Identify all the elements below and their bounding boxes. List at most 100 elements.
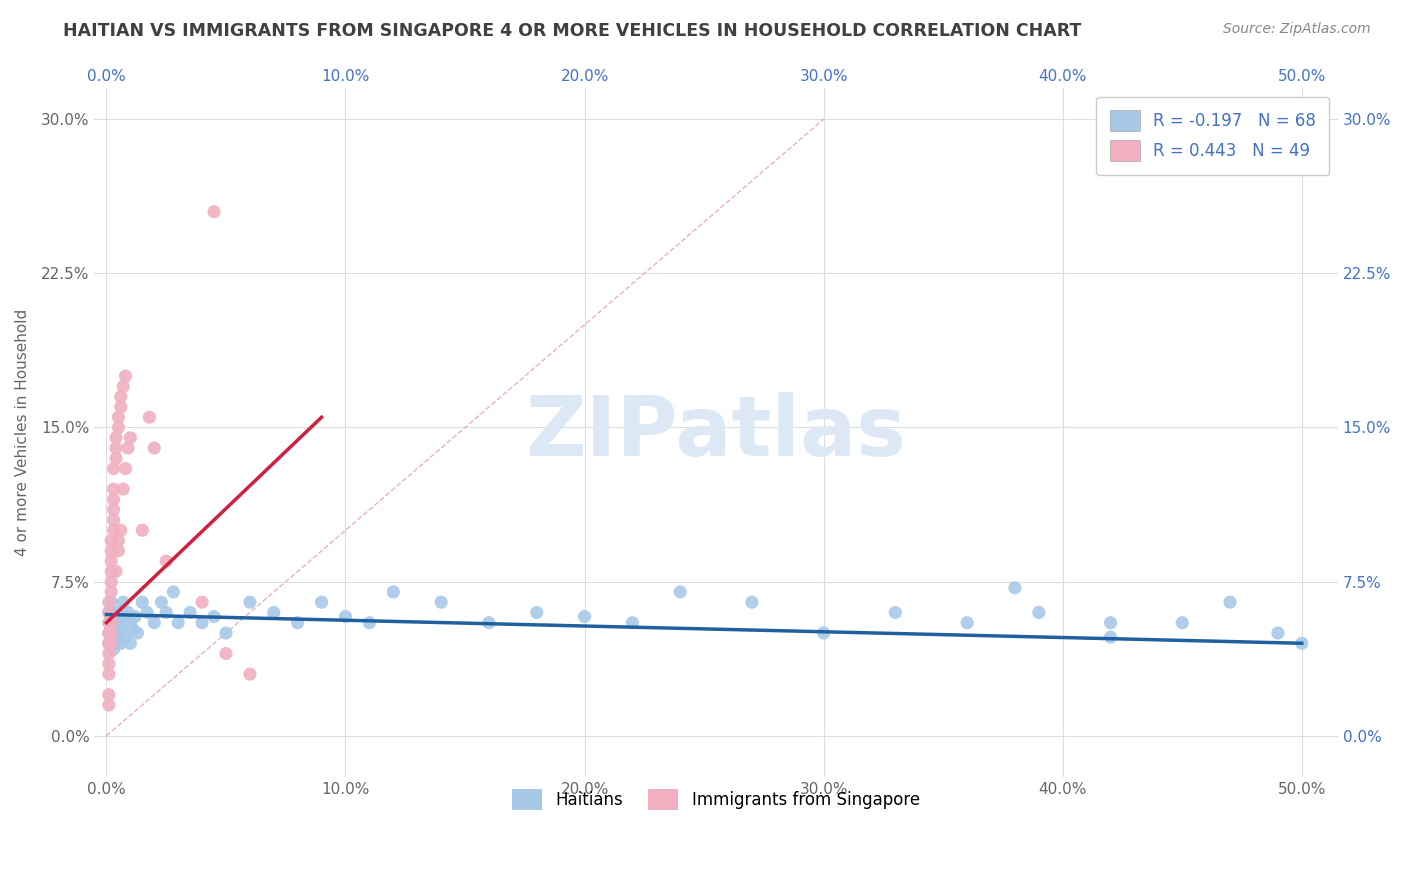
Point [97, 615, 120, 630]
Point [110, 636, 132, 650]
Point [131, 595, 153, 609]
Point [150, 595, 173, 609]
Point [100, 595, 122, 609]
Point [103, 482, 125, 496]
Point [167, 615, 190, 630]
Point [124, 609, 146, 624]
Point [103, 492, 125, 507]
Point [956, 615, 979, 630]
Point [121, 622, 143, 636]
Point [311, 595, 333, 609]
Point [100, 574, 122, 589]
Point [136, 606, 159, 620]
Point [97, 647, 120, 661]
Point [110, 523, 132, 537]
Point [162, 585, 184, 599]
Text: Source: ZipAtlas.com: Source: ZipAtlas.com [1223, 22, 1371, 37]
Point [114, 369, 136, 384]
Point [104, 565, 127, 579]
Point [103, 606, 125, 620]
Point [100, 554, 122, 568]
Point [107, 533, 129, 548]
Point [100, 630, 122, 644]
Point [97, 606, 120, 620]
Point [103, 461, 125, 475]
Point [191, 615, 214, 630]
Point [100, 585, 122, 599]
Point [1004, 581, 1026, 595]
Legend: Haitians, Immigrants from Singapore: Haitians, Immigrants from Singapore [499, 775, 934, 823]
Point [202, 204, 225, 219]
Point [263, 606, 285, 620]
Point [155, 554, 177, 568]
Point [526, 606, 548, 620]
Point [100, 615, 122, 630]
Text: ZIPatlas: ZIPatlas [526, 392, 907, 473]
Y-axis label: 4 or more Vehicles in Household: 4 or more Vehicles in Household [15, 309, 30, 557]
Point [103, 523, 125, 537]
Point [191, 595, 214, 609]
Point [97, 606, 120, 620]
Point [97, 667, 120, 681]
Point [117, 606, 139, 620]
Point [287, 615, 309, 630]
Point [97, 626, 120, 640]
Point [143, 615, 166, 630]
Point [1291, 636, 1313, 650]
Point [1028, 606, 1050, 620]
Point [107, 543, 129, 558]
Point [112, 615, 135, 630]
Point [110, 400, 132, 414]
Point [1099, 630, 1122, 644]
Point [1171, 615, 1194, 630]
Point [478, 615, 501, 630]
Point [1267, 626, 1289, 640]
Point [143, 441, 166, 455]
Point [104, 441, 127, 455]
Point [359, 615, 381, 630]
Point [120, 615, 142, 630]
Point [107, 410, 129, 425]
Point [110, 390, 132, 404]
Point [100, 565, 122, 579]
Point [382, 585, 405, 599]
Point [103, 615, 125, 630]
Point [202, 609, 225, 624]
Point [97, 626, 120, 640]
Point [621, 615, 644, 630]
Point [107, 606, 129, 620]
Point [138, 410, 160, 425]
Point [103, 636, 125, 650]
Point [103, 626, 125, 640]
Point [97, 595, 120, 609]
Point [100, 615, 122, 630]
Point [97, 657, 120, 671]
Point [430, 595, 453, 609]
Point [120, 431, 142, 445]
Point [127, 626, 149, 640]
Point [215, 647, 238, 661]
Point [112, 482, 135, 496]
Point [103, 642, 125, 657]
Point [97, 615, 120, 630]
Text: HAITIAN VS IMMIGRANTS FROM SINGAPORE 4 OR MORE VEHICLES IN HOUSEHOLD CORRELATION: HAITIAN VS IMMIGRANTS FROM SINGAPORE 4 O… [63, 22, 1081, 40]
Point [117, 441, 139, 455]
Point [131, 523, 153, 537]
Point [107, 630, 129, 644]
Point [239, 595, 262, 609]
Point [741, 595, 763, 609]
Point [335, 609, 357, 624]
Point [239, 667, 262, 681]
Point [813, 626, 835, 640]
Point [103, 513, 125, 527]
Point [114, 461, 136, 475]
Point [120, 636, 142, 650]
Point [100, 626, 122, 640]
Point [104, 626, 127, 640]
Point [107, 420, 129, 434]
Point [104, 636, 127, 650]
Point [1219, 595, 1241, 609]
Point [100, 543, 122, 558]
Point [97, 688, 120, 702]
Point [104, 451, 127, 466]
